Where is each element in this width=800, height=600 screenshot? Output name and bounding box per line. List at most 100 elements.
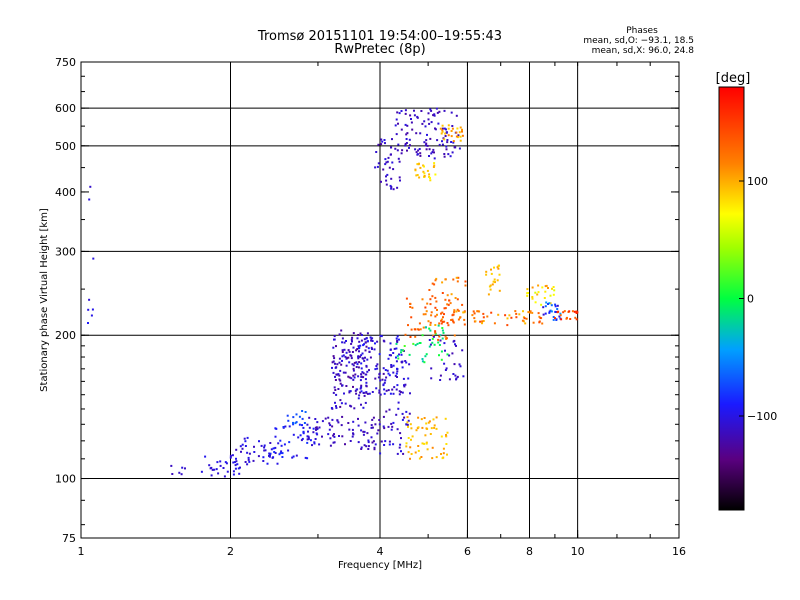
y-axis-label: Stationary phase Virtual Height [km] [39, 208, 50, 392]
scatter-point [444, 132, 447, 135]
scatter-point [396, 452, 399, 455]
scatter-point [359, 387, 362, 390]
scatter-point [575, 318, 578, 321]
scatter-point [279, 452, 282, 454]
scatter-point [365, 391, 368, 394]
scatter-point [531, 311, 534, 314]
scatter-point [236, 463, 239, 466]
scatter-point [390, 146, 393, 149]
scatter-point [422, 326, 425, 329]
scatter-point [490, 311, 493, 314]
scatter-point [414, 328, 417, 331]
scatter-point [306, 441, 309, 444]
scatter-point [376, 363, 379, 366]
scatter-point [373, 448, 376, 451]
scatter-point [443, 362, 446, 365]
scatter-point [453, 146, 456, 149]
scatter-point [452, 140, 455, 143]
scatter-point [427, 421, 430, 424]
scatter-point [411, 128, 414, 131]
scatter-point [409, 457, 411, 460]
scatter-point [316, 433, 319, 436]
scatter-point [482, 316, 485, 319]
scatter-point [382, 168, 385, 171]
scatter-point [301, 410, 304, 412]
scatter-point [451, 151, 454, 154]
scatter-point [366, 340, 369, 343]
scatter-point [410, 427, 413, 430]
scatter-point [244, 445, 247, 447]
scatter-point [444, 278, 447, 281]
scatter-point [171, 473, 174, 475]
scatter-point [304, 456, 307, 459]
scatter-point [504, 314, 507, 317]
scatter-point [362, 433, 365, 436]
scatter-point [574, 316, 577, 319]
scatter-point [282, 426, 285, 428]
scatter-point [429, 179, 432, 182]
scatter-point [401, 149, 404, 152]
scatter-point [373, 348, 376, 351]
scatter-point [421, 122, 424, 125]
scatter-point [387, 425, 390, 428]
scatter-point [417, 449, 420, 452]
scatter-point [435, 300, 438, 303]
scatter-point [450, 111, 453, 114]
scatter-point [235, 448, 238, 451]
scatter-point [352, 374, 355, 377]
scatter-point [425, 427, 428, 430]
scatter-point [361, 371, 364, 374]
scatter-point [344, 443, 346, 446]
scatter-point [414, 451, 417, 454]
scatter-point [398, 390, 401, 393]
scatter-point [482, 320, 485, 322]
scatter-point [444, 369, 447, 371]
scatter-point [365, 381, 368, 384]
scatter-point [354, 389, 357, 392]
scatter-point [268, 455, 271, 458]
scatter-point [292, 433, 295, 436]
scatter-point [386, 369, 389, 372]
scatter-point [429, 137, 432, 140]
scatter-point [443, 127, 446, 130]
scatter-point [338, 378, 341, 381]
scatter-point [380, 138, 383, 141]
scatter-point [447, 134, 450, 137]
scatter-point [292, 423, 295, 426]
scatter-point [331, 361, 334, 364]
scatter-point [302, 430, 305, 433]
scatter-point [243, 437, 246, 440]
scatter-point [431, 282, 434, 285]
scatter-point [428, 289, 431, 291]
scatter-point [542, 313, 545, 316]
scatter-point [279, 439, 282, 442]
scatter-point [306, 438, 309, 441]
scatter-point [316, 421, 319, 424]
scatter-point [328, 428, 331, 431]
scatter-point [370, 337, 373, 340]
scatter-point [407, 425, 409, 428]
scatter-point [385, 376, 388, 379]
scatter-point [360, 362, 363, 365]
scatter-point [396, 354, 399, 357]
scatter-point [510, 316, 513, 319]
scatter-point [331, 418, 334, 421]
scatter-point [434, 330, 437, 333]
scatter-point [444, 335, 447, 338]
scatter-point [408, 138, 411, 141]
scatter-point [394, 124, 397, 127]
scatter-point [387, 357, 390, 360]
scatter-point [538, 315, 541, 318]
scatter-point [356, 348, 359, 350]
scatter-point [426, 133, 428, 136]
scatter-point [497, 313, 500, 316]
scatter-point [387, 156, 390, 159]
scatter-point [415, 132, 418, 135]
scatter-point [340, 363, 343, 366]
scatter-point [439, 339, 442, 342]
scatter-point [429, 177, 431, 179]
scatter-point [397, 407, 400, 410]
scatter-point [441, 337, 444, 340]
scatter-point [446, 294, 449, 297]
scatter-point [316, 428, 319, 431]
